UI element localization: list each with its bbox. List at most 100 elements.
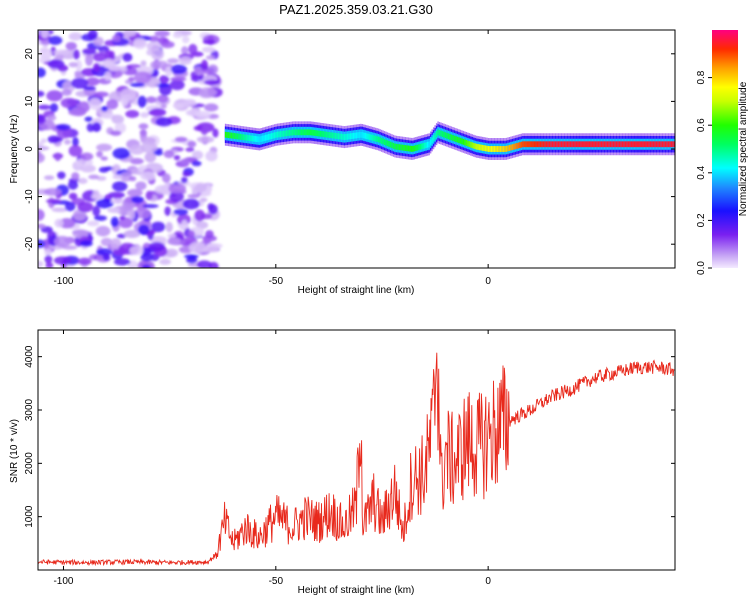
- noise-blob: [207, 203, 215, 211]
- ridge-segment: [389, 141, 392, 148]
- noise-blob: [205, 55, 215, 60]
- ridge-segment: [355, 132, 358, 139]
- colorbar-ticks: 0.0 0.2 0.4 0.6 0.8: [696, 70, 712, 275]
- ridge-segment: [526, 141, 528, 148]
- noise-blob: [67, 180, 79, 190]
- y-tick-label: 0: [24, 146, 35, 152]
- ridge-segment: [236, 133, 239, 140]
- noise-blob: [140, 252, 154, 262]
- snr-plot-area: [38, 330, 675, 570]
- ridge-segment: [535, 141, 537, 148]
- noise-blob: [161, 173, 171, 183]
- ridge-segment: [438, 130, 441, 136]
- ridge-segment: [299, 129, 301, 136]
- ridge-segment: [519, 142, 521, 149]
- ridge-segment: [523, 141, 526, 148]
- ridge-segment: [566, 141, 569, 148]
- ridge-segment: [226, 131, 228, 138]
- noise-blob: [64, 201, 76, 212]
- ridge-segment: [520, 141, 523, 148]
- ridge-segment: [441, 131, 444, 138]
- noise-blob: [128, 208, 136, 220]
- noise-blob: [38, 223, 46, 229]
- ridge-segment: [348, 133, 350, 140]
- noise-blob: [43, 175, 55, 181]
- noise-blob: [137, 224, 150, 236]
- ridge-segment: [241, 134, 243, 140]
- noise-blob: [38, 141, 44, 147]
- ridge-segment: [285, 130, 288, 137]
- ridge-segment: [461, 138, 463, 145]
- spectrogram-x-axis: -100 -50 0: [53, 30, 491, 287]
- ridge-segment: [400, 144, 402, 151]
- ridge-segment: [418, 144, 420, 151]
- noise-blob: [181, 100, 197, 107]
- ridge-segment: [443, 131, 445, 138]
- ridge-segment: [339, 133, 341, 140]
- noise-blob: [118, 217, 133, 229]
- ridge-segment: [636, 141, 638, 148]
- snr-y-axis: 1000 2000 3000 4000: [24, 345, 675, 528]
- colorbar-tick-label: 0.4: [696, 165, 707, 179]
- ridge-segment: [525, 141, 527, 148]
- ridge-segment: [624, 141, 627, 148]
- ridge-segment: [557, 141, 560, 148]
- noise-blob: [173, 155, 181, 161]
- noise-blob: [40, 30, 49, 39]
- noise-blob: [203, 79, 220, 86]
- noise-blob: [50, 137, 64, 143]
- ridge-segment: [501, 146, 503, 152]
- ridge-segment: [630, 141, 633, 148]
- ridge-segment: [578, 141, 581, 148]
- noise-blob: [43, 188, 62, 196]
- noise-blob: [38, 145, 50, 151]
- ridge-segment: [654, 141, 656, 148]
- ridge-segment: [648, 141, 650, 148]
- noise-blob: [87, 30, 98, 40]
- noise-blob: [88, 174, 100, 180]
- ridge-segment: [403, 144, 405, 151]
- ridge-segment: [291, 129, 294, 136]
- ridge-segment: [336, 133, 338, 139]
- noise-blob: [141, 264, 151, 268]
- noise-blob: [140, 60, 147, 67]
- noise-blob: [148, 35, 160, 43]
- ridge-segment: [468, 141, 471, 148]
- ridge-segment: [459, 137, 462, 144]
- ridge-segment: [635, 141, 637, 148]
- ridge-segment: [580, 141, 582, 148]
- ridge-segment: [655, 141, 658, 148]
- ridge-segment: [670, 141, 673, 148]
- ridge-segment: [490, 146, 493, 152]
- ridge-segment: [444, 132, 447, 139]
- ridge-segment: [667, 141, 670, 148]
- ridge-segment: [554, 141, 557, 148]
- ridge-segment: [502, 146, 505, 152]
- ridge-segment: [609, 141, 612, 148]
- noise-blob: [57, 171, 66, 180]
- noise-blob: [201, 46, 216, 53]
- noise-blob: [92, 189, 100, 199]
- ridge-segment: [584, 141, 586, 148]
- noise-blob: [120, 88, 137, 101]
- noise-blob: [80, 152, 94, 161]
- noise-blob: [182, 171, 191, 177]
- noise-blob: [100, 156, 108, 161]
- ridge-segment: [398, 144, 401, 151]
- ridge-segment: [504, 146, 506, 152]
- ridge-segment: [302, 129, 304, 136]
- ridge-segment: [386, 140, 389, 147]
- ridge-segment: [259, 136, 261, 143]
- ridge-segment: [646, 141, 649, 148]
- ridge-segment: [474, 143, 476, 150]
- ridge-segment: [319, 130, 322, 137]
- noise-blob: [199, 197, 208, 203]
- noise-blob: [38, 67, 46, 78]
- noise-blob: [114, 122, 127, 134]
- noise-blob: [185, 147, 195, 152]
- ridge-segment: [397, 144, 399, 150]
- ridge-segment: [242, 134, 245, 141]
- ridge-segment: [419, 143, 421, 150]
- noise-blob: [167, 237, 181, 245]
- ridge-segment: [574, 141, 576, 148]
